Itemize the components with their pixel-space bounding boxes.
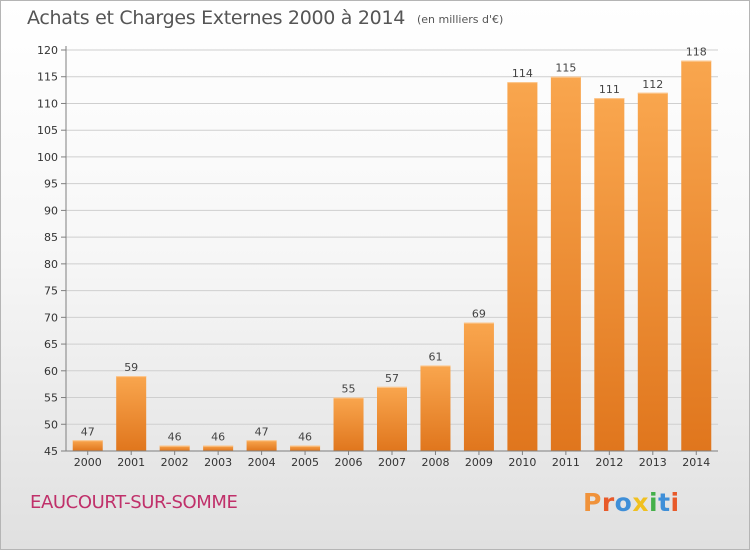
bar-2010 bbox=[507, 82, 538, 451]
x-tick-label: 2006 bbox=[335, 456, 363, 469]
x-tick-label: 2012 bbox=[595, 456, 623, 469]
value-label: 118 bbox=[686, 46, 707, 59]
value-label: 46 bbox=[211, 431, 225, 444]
y-tick-label: 85 bbox=[44, 231, 58, 244]
value-label: 112 bbox=[642, 78, 663, 91]
x-tick-label: 2013 bbox=[639, 456, 667, 469]
value-label: 46 bbox=[168, 431, 182, 444]
x-tick-label: 2014 bbox=[682, 456, 710, 469]
y-tick-label: 45 bbox=[44, 445, 58, 458]
x-tick-label: 2000 bbox=[74, 456, 102, 469]
x-tick-label: 2009 bbox=[465, 456, 493, 469]
y-tick-label: 120 bbox=[37, 44, 58, 57]
axes bbox=[61, 46, 718, 455]
commune-name: EAUCOURT-SUR-SOMME bbox=[30, 492, 238, 513]
bar-2001 bbox=[116, 376, 147, 451]
y-tick-label: 95 bbox=[44, 178, 58, 191]
bar-2014 bbox=[681, 60, 712, 452]
y-tick-label: 55 bbox=[44, 392, 58, 405]
proxiti-logo: Proxiti bbox=[583, 488, 680, 517]
bars bbox=[72, 60, 712, 452]
bar-2000 bbox=[72, 440, 103, 451]
logo-letter: r bbox=[601, 488, 615, 517]
bar-2012 bbox=[594, 98, 625, 452]
value-label: 114 bbox=[512, 67, 533, 80]
y-tick-label: 70 bbox=[44, 311, 58, 324]
value-label: 55 bbox=[342, 383, 356, 396]
logo-letter: P bbox=[583, 488, 602, 517]
bar-2003 bbox=[203, 445, 234, 451]
bar-2004 bbox=[246, 440, 277, 451]
labels: 45 50 55 60 65 70 75 80 85 90 95 100 105 110 115 120 47 2… bbox=[37, 44, 710, 469]
bar-2011 bbox=[550, 76, 581, 451]
logo-letter: i bbox=[649, 488, 659, 517]
y-tick-label: 90 bbox=[44, 204, 58, 217]
x-tick-label: 2001 bbox=[117, 456, 145, 469]
y-tick-label: 100 bbox=[37, 151, 58, 164]
bar-2002 bbox=[159, 445, 190, 451]
bar-2006 bbox=[333, 397, 364, 451]
x-tick-label: 2011 bbox=[552, 456, 580, 469]
bar-2008 bbox=[420, 365, 451, 451]
x-tick-label: 2005 bbox=[291, 456, 319, 469]
bar-2007 bbox=[377, 386, 407, 451]
bar-2009 bbox=[463, 322, 494, 451]
logo-letter: t bbox=[658, 488, 671, 517]
x-tick-label: 2008 bbox=[421, 456, 449, 469]
x-tick-label: 2002 bbox=[161, 456, 189, 469]
logo-letter: i bbox=[670, 488, 680, 517]
value-label: 47 bbox=[255, 425, 269, 438]
value-label: 46 bbox=[298, 431, 312, 444]
value-label: 47 bbox=[81, 425, 95, 438]
y-tick-label: 50 bbox=[44, 418, 58, 431]
value-label: 57 bbox=[385, 372, 399, 385]
x-tick-label: 2003 bbox=[204, 456, 232, 469]
x-tick-label: 2007 bbox=[378, 456, 406, 469]
x-tick-label: 2004 bbox=[248, 456, 276, 469]
x-tick-label: 2010 bbox=[508, 456, 536, 469]
value-label: 69 bbox=[472, 308, 486, 321]
y-tick-label: 60 bbox=[44, 365, 58, 378]
y-tick-label: 115 bbox=[37, 71, 58, 84]
value-label: 61 bbox=[428, 350, 442, 363]
logo-letter: x bbox=[632, 488, 649, 517]
y-tick-label: 75 bbox=[44, 285, 58, 298]
y-tick-label: 65 bbox=[44, 338, 58, 351]
y-tick-label: 105 bbox=[37, 124, 58, 137]
chart-unit: (en milliers d'€) bbox=[417, 13, 504, 26]
value-label: 59 bbox=[124, 361, 138, 374]
y-tick-label: 110 bbox=[37, 97, 58, 110]
bar-2013 bbox=[637, 92, 668, 452]
logo-letter: o bbox=[614, 488, 633, 517]
y-tick-label: 80 bbox=[44, 258, 58, 271]
value-label: 115 bbox=[555, 62, 576, 75]
chart-title: Achats et Charges Externes 2000 à 2014 bbox=[27, 7, 406, 29]
value-label: 111 bbox=[599, 83, 620, 96]
bar-2005 bbox=[290, 445, 321, 451]
